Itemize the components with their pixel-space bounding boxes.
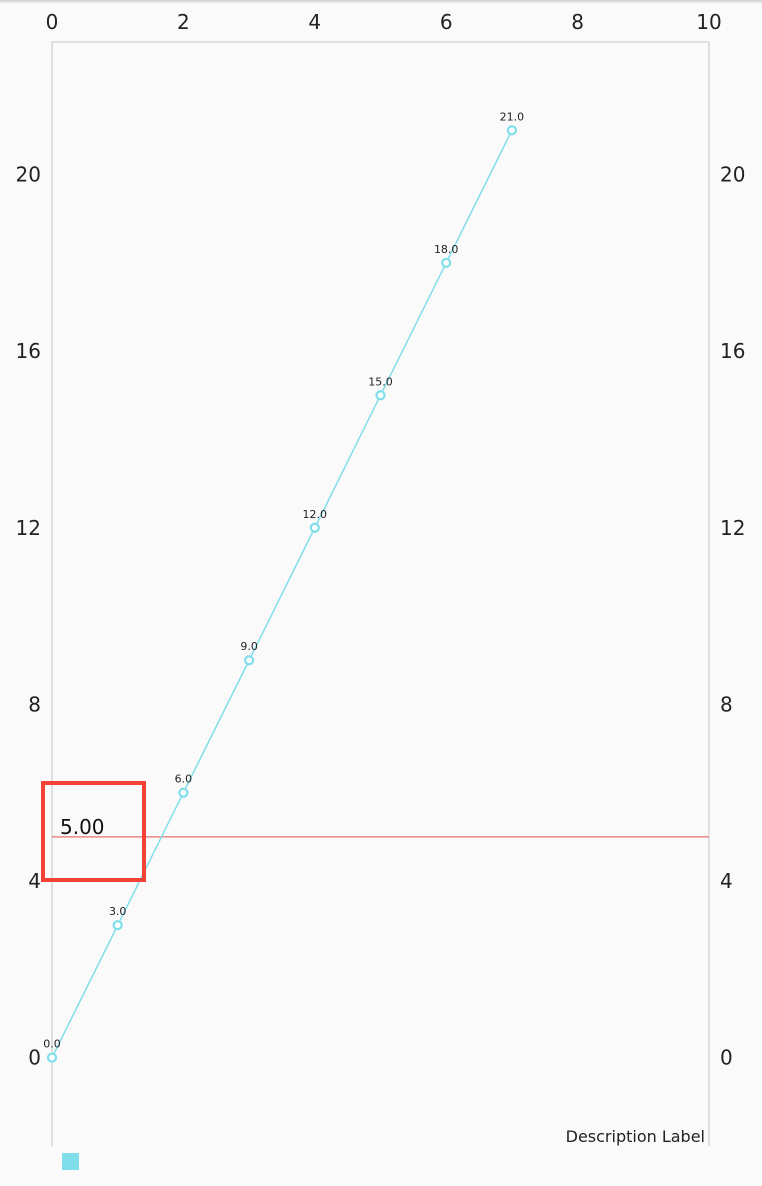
- y-tick-label-left: 8: [28, 692, 41, 716]
- y-tick-label-right: 20: [720, 162, 745, 186]
- highlight-box: [41, 781, 146, 882]
- x-tick-label: 4: [308, 10, 321, 34]
- x-tick-label: 0: [46, 10, 59, 34]
- legend-swatch: [62, 1153, 79, 1170]
- series-line: [51, 129, 513, 1059]
- y-tick-label-right: 4: [720, 869, 733, 893]
- data-point-label: 0.0: [43, 1038, 61, 1051]
- data-point[interactable]: [46, 1052, 58, 1063]
- limit-line-label: 5.00: [60, 815, 105, 839]
- status-bar-shadow: [0, 0, 762, 4]
- description-label: Description Label: [566, 1127, 705, 1146]
- y-tick-label-right: 12: [720, 516, 745, 540]
- data-point[interactable]: [244, 655, 255, 666]
- data-point-label: 21.0: [500, 110, 525, 123]
- data-point[interactable]: [441, 257, 452, 268]
- data-point[interactable]: [506, 125, 517, 136]
- data-point[interactable]: [309, 522, 320, 533]
- chart-axes: [51, 41, 710, 1146]
- y-tick-label-left: 20: [16, 162, 41, 186]
- x-tick-label: 6: [440, 10, 453, 34]
- y-tick-label-left: 16: [16, 339, 41, 363]
- series-group: [46, 125, 517, 1063]
- data-point[interactable]: [375, 390, 386, 401]
- x-tick-label: 8: [571, 10, 584, 34]
- point-labels-group: 0.0 3.0 6.0 9.0 12.0 15.0 18.0 21.0: [43, 110, 524, 1050]
- chart-extras: Description Label: [41, 781, 705, 1170]
- y-tick-label-left: 4: [28, 869, 41, 893]
- y-tick-label-left: 0: [28, 1046, 41, 1070]
- tick-labels-group: 0 2 4 6 8 10 0 0 4 4 8 8 12 12 16 16 20 20: [16, 10, 746, 1070]
- data-point-label: 18.0: [434, 243, 459, 256]
- data-point-label: 12.0: [303, 508, 328, 521]
- data-point[interactable]: [112, 920, 123, 931]
- limit-line-group: 5.00: [52, 815, 709, 839]
- data-point-label: 3.0: [109, 905, 127, 918]
- x-tick-label: 2: [177, 10, 190, 34]
- data-point-label: 9.0: [240, 640, 258, 653]
- y-tick-label-left: 12: [16, 516, 41, 540]
- x-tick-label: 10: [696, 10, 721, 34]
- data-point[interactable]: [178, 787, 189, 798]
- y-tick-label-right: 16: [720, 339, 745, 363]
- y-tick-label-right: 8: [720, 692, 733, 716]
- y-tick-label-right: 0: [720, 1046, 733, 1070]
- data-point-label: 15.0: [368, 375, 393, 388]
- data-point-label: 6.0: [175, 773, 193, 786]
